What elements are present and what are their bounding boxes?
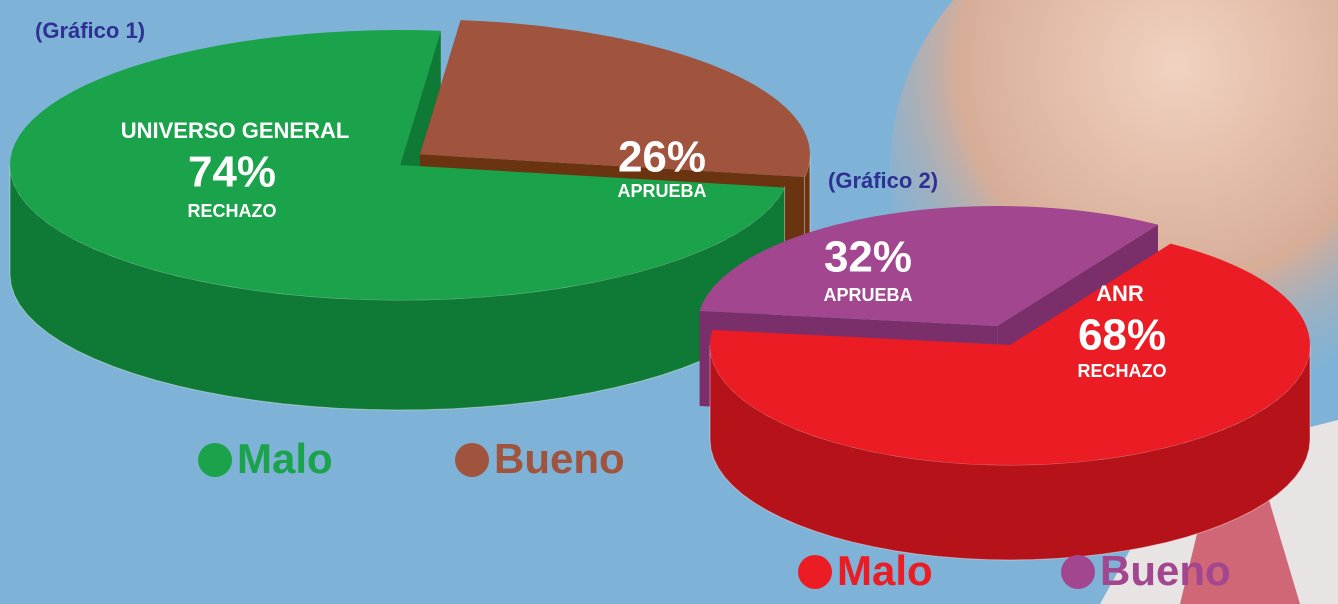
slice-label: APRUEBA — [823, 285, 912, 305]
legend-marker — [798, 555, 832, 589]
value-label: 26% — [618, 133, 706, 182]
legend-label: Bueno — [494, 435, 625, 482]
value-label: 32% — [824, 233, 912, 282]
legend-label: Malo — [237, 435, 333, 482]
value-label: 74% — [188, 148, 276, 197]
legend-marker — [1061, 555, 1095, 589]
slice-label: RECHAZO — [188, 201, 277, 221]
chart-subtitle: UNIVERSO GENERAL — [121, 118, 350, 143]
value-label: 68% — [1078, 311, 1166, 360]
legend-marker — [455, 443, 489, 477]
slice-label: APRUEBA — [617, 181, 706, 201]
legend-label: Bueno — [1100, 547, 1231, 594]
chart-title: (Gráfico 1) — [35, 18, 145, 43]
chart-title: (Gráfico 2) — [828, 168, 938, 193]
legend-label: Malo — [837, 547, 933, 594]
chart-subtitle: ANR — [1096, 281, 1144, 306]
slice-label: RECHAZO — [1078, 361, 1167, 381]
legend-marker — [198, 443, 232, 477]
chart: (Gráfico 1) UNIVERSO GENERAL 74% RECHAZO Mal… — [0, 0, 1338, 604]
